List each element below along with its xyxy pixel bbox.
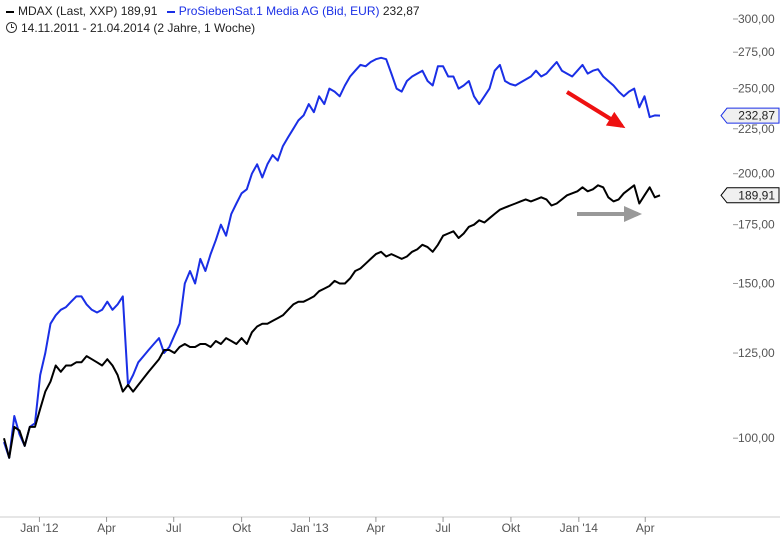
y-tick-label: 100,00 (738, 431, 775, 445)
trend-arrow-flat-icon (577, 206, 642, 222)
x-tick-label: Jul (435, 521, 450, 535)
period-row: 14.11.2011 - 21.04.2014 (2 Jahre, 1 Woch… (6, 21, 255, 35)
legend-value-prosieben: 232,87 (382, 4, 420, 18)
x-tick-label: Okt (232, 521, 251, 535)
x-axis: Jan '12 Apr Jul Okt Jan '13 Apr Jul Okt Jan '14 A… (0, 516, 780, 535)
legend-swatch-mdax (6, 10, 14, 13)
annotations (565, 90, 642, 222)
x-tick-label: Jan '14 (560, 521, 599, 535)
y-tick-label: 275,00 (738, 45, 775, 59)
legend-label-mdax: MDAX (Last, XXP) (18, 4, 118, 18)
y-axis: 300,00 275,00 250,00 225,00 200,00 175,00 150,… (733, 12, 775, 445)
value-tag-prosieben (720, 107, 780, 124)
legend-value-mdax: 189,91 (120, 4, 158, 18)
x-tick-label: Apr (97, 521, 116, 535)
y-tick-label: 250,00 (738, 82, 775, 96)
x-tick-label: Jan '13 (290, 521, 329, 535)
x-tick-label: Jan '12 (20, 521, 59, 535)
x-tick-label: Apr (367, 521, 386, 535)
period-text: 14.11.2011 - 21.04.2014 (2 Jahre, 1 Woch… (21, 21, 256, 35)
series-line-prosieben (3, 56, 661, 459)
clock-icon (6, 22, 17, 33)
y-tick-label: 225,00 (738, 122, 775, 136)
value-tag-mdax (720, 187, 780, 204)
series-layer (3, 56, 661, 459)
y-tick-label: 125,00 (738, 346, 775, 360)
x-tick-label: Apr (636, 521, 655, 535)
y-tick-label: 300,00 (738, 12, 775, 26)
y-tick-label: 150,00 (738, 276, 775, 290)
value-label-mdax: 189,91 (738, 188, 775, 202)
trend-arrow-down-icon (565, 90, 626, 129)
legend-item-prosieben: ProSiebenSat.1 Media AG (Bid, EUR) 232,8… (166, 4, 420, 18)
x-tick-label: Jul (166, 521, 181, 535)
legend-label-prosieben: ProSiebenSat.1 Media AG (Bid, EUR) (178, 4, 380, 18)
series-line-mdax (3, 184, 661, 459)
legend-item-mdax: MDAX (Last, XXP) 189,91 (6, 4, 161, 18)
value-label-prosieben: 232,87 (738, 109, 775, 123)
value-labels: 189,91 232,87 (720, 107, 780, 204)
chart-legend: MDAX (Last, XXP) 189,91 ProSiebenSat.1 M… (6, 4, 426, 18)
y-tick-label: 200,00 (738, 167, 775, 181)
legend-swatch-prosieben (166, 10, 175, 13)
x-tick-label: Okt (502, 521, 521, 535)
y-tick-label: 175,00 (738, 218, 775, 232)
